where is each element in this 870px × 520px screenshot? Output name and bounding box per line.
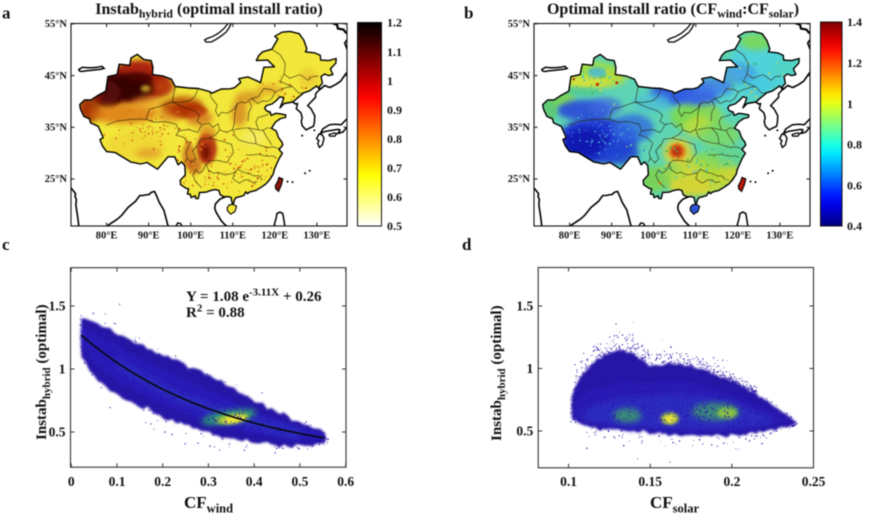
- svg-text:130°E: 130°E: [303, 231, 330, 242]
- svg-text:a: a: [2, 4, 11, 23]
- svg-text:1.2: 1.2: [387, 16, 402, 30]
- svg-text:1: 1: [526, 361, 533, 376]
- svg-text:d: d: [462, 235, 472, 254]
- svg-text:80°E: 80°E: [96, 231, 118, 242]
- svg-text:45°N: 45°N: [45, 71, 68, 82]
- svg-text:0.5: 0.5: [291, 474, 308, 489]
- svg-text:Instabhybrid (optimal): Instabhybrid (optimal): [34, 304, 53, 440]
- svg-text:0.5: 0.5: [49, 425, 66, 440]
- svg-text:120°E: 120°E: [724, 231, 751, 242]
- svg-text:0.25: 0.25: [802, 474, 826, 489]
- svg-text:120°E: 120°E: [261, 231, 288, 242]
- svg-text:R2 = 0.88: R2 = 0.88: [186, 303, 245, 322]
- svg-text:130°E: 130°E: [766, 231, 793, 242]
- svg-text:1.5: 1.5: [49, 299, 66, 314]
- svg-text:45°N: 45°N: [508, 71, 531, 82]
- svg-text:55°N: 55°N: [508, 19, 531, 30]
- svg-text:0.2: 0.2: [154, 474, 171, 489]
- svg-text:1.5: 1.5: [516, 299, 533, 314]
- svg-text:Optimal install ratio (CFwind:: Optimal install ratio (CFwind:CFsolar): [547, 1, 799, 21]
- svg-text:0.9: 0.9: [387, 103, 402, 117]
- svg-text:0.7: 0.7: [387, 161, 402, 175]
- svg-text:35°N: 35°N: [45, 123, 68, 134]
- svg-text:1.1: 1.1: [387, 45, 402, 59]
- svg-text:0.5: 0.5: [387, 219, 402, 233]
- svg-text:90°E: 90°E: [601, 231, 623, 242]
- svg-text:0.1: 0.1: [560, 474, 577, 489]
- svg-text:100°E: 100°E: [177, 231, 204, 242]
- svg-text:25°N: 25°N: [45, 174, 68, 185]
- svg-text:110°E: 110°E: [683, 231, 709, 242]
- svg-text:0.8: 0.8: [847, 138, 862, 152]
- svg-text:0: 0: [68, 474, 75, 489]
- svg-text:0.1: 0.1: [109, 474, 126, 489]
- svg-text:Y = 1.08 e-3.11X + 0.26: Y = 1.08 e-3.11X + 0.26: [186, 287, 322, 306]
- svg-text:0.6: 0.6: [337, 474, 354, 489]
- svg-text:0.6: 0.6: [387, 190, 402, 204]
- svg-text:1.4: 1.4: [847, 15, 862, 29]
- svg-text:0.4: 0.4: [246, 474, 263, 489]
- svg-text:90°E: 90°E: [138, 231, 160, 242]
- svg-text:55°N: 55°N: [45, 19, 68, 30]
- svg-text:Instabhybrid (optimal install: Instabhybrid (optimal install ratio): [95, 1, 322, 21]
- svg-text:0.5: 0.5: [516, 424, 533, 439]
- svg-text:80°E: 80°E: [559, 231, 581, 242]
- svg-text:0.8: 0.8: [387, 132, 402, 146]
- svg-text:1: 1: [59, 362, 66, 377]
- svg-text:0.6: 0.6: [847, 178, 862, 192]
- svg-text:1.2: 1.2: [847, 56, 862, 70]
- svg-text:0.3: 0.3: [200, 474, 217, 489]
- svg-text:0.15: 0.15: [638, 474, 662, 489]
- svg-text:35°N: 35°N: [508, 123, 531, 134]
- svg-text:0.2: 0.2: [723, 474, 740, 489]
- svg-text:25°N: 25°N: [508, 174, 531, 185]
- svg-text:c: c: [2, 235, 10, 254]
- svg-text:0.4: 0.4: [847, 219, 862, 233]
- svg-text:100°E: 100°E: [640, 231, 667, 242]
- svg-text:b: b: [464, 4, 473, 23]
- svg-text:Instabhybrid (optimal): Instabhybrid (optimal): [489, 305, 508, 441]
- svg-text:1: 1: [847, 97, 853, 111]
- svg-text:1: 1: [387, 74, 393, 88]
- svg-text:110°E: 110°E: [220, 231, 246, 242]
